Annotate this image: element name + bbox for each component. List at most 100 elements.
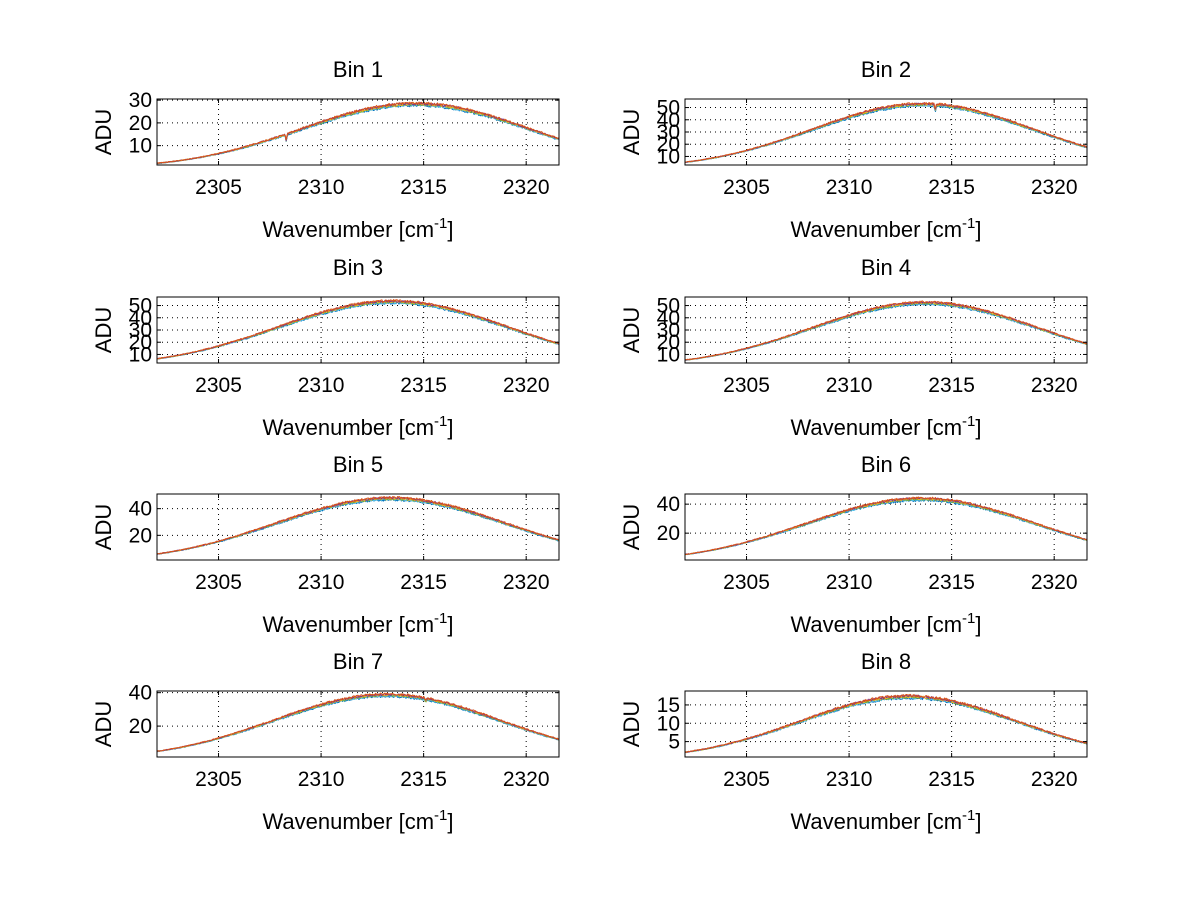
y-tick-label: 50 [657, 295, 680, 318]
x-axis-label: Wavenumber [cm-1] [262, 610, 453, 637]
y-tick-label: 30 [657, 121, 680, 144]
x-tick-label: 2305 [723, 768, 770, 791]
series-line-6 [156, 692, 560, 752]
axes-frame [156, 98, 560, 166]
subplot-title: Bin 3 [333, 255, 383, 280]
y-tick-label: 20 [129, 524, 152, 547]
x-tick-label: 2305 [195, 176, 242, 199]
y-tick-label: 30 [657, 319, 680, 342]
y-tick-label: 30 [129, 319, 152, 342]
x-axis-label-main: Wavenumber [cm [790, 415, 962, 440]
y-tick-label: 10 [657, 712, 680, 735]
series-line-6 [156, 101, 560, 164]
x-tick-label: 2310 [826, 571, 873, 594]
y-tick-label: 40 [657, 109, 680, 132]
y-tick-label: 30 [129, 89, 152, 112]
x-axis-label-main: Wavenumber [cm [262, 217, 434, 242]
subplot-bin-7: 2305 2310 2315 2320 20 40 Bin 7 Wavenumber [cm-… [91, 649, 560, 834]
x-axis-label-end: ] [447, 809, 453, 834]
y-tick-label: 10 [657, 343, 680, 366]
y-tick-label: 40 [657, 493, 680, 516]
x-axis-label-superscript: -1 [434, 807, 447, 824]
x-tick-label: 2305 [195, 374, 242, 397]
x-tick-label: 2305 [723, 176, 770, 199]
x-tick-label: 2310 [298, 176, 345, 199]
x-tick-label: 2305 [195, 571, 242, 594]
subplot-bin-6: 2305 2310 2315 2320 20 40 Bin 6 Wavenumber [cm-… [619, 452, 1088, 637]
y-tick-label: 10 [129, 343, 152, 366]
x-tick-label: 2320 [1031, 768, 1078, 791]
y-tick-label: 20 [129, 112, 152, 135]
x-tick-label: 2310 [298, 374, 345, 397]
y-axis-label: ADU [619, 504, 644, 550]
x-tick-label: 2320 [1031, 374, 1078, 397]
y-tick-label: 50 [657, 97, 680, 120]
axes-frame [156, 690, 560, 758]
y-axis-label: ADU [91, 307, 116, 353]
x-tick-label: 2320 [503, 176, 550, 199]
x-tick-label: 2315 [928, 176, 975, 199]
axes-border [684, 493, 1088, 561]
x-axis-label-main: Wavenumber [cm [262, 415, 434, 440]
x-axis-label-main: Wavenumber [cm [790, 809, 962, 834]
y-tick-label: 40 [657, 307, 680, 330]
axes-frame [156, 493, 560, 561]
axes-frame [684, 690, 1088, 758]
y-tick-label: 20 [129, 715, 152, 738]
x-axis-label: Wavenumber [cm-1] [790, 215, 981, 242]
y-tick-label: 40 [129, 682, 152, 705]
x-tick-label: 2315 [400, 176, 447, 199]
y-axis-label: ADU [91, 701, 116, 747]
y-tick-label: 50 [129, 295, 152, 318]
y-axis-label: ADU [619, 701, 644, 747]
subplot-title: Bin 2 [861, 57, 911, 82]
x-tick-label: 2320 [503, 374, 550, 397]
x-axis-label-main: Wavenumber [cm [790, 612, 962, 637]
x-tick-label: 2315 [400, 768, 447, 791]
series-line-6 [684, 496, 1088, 555]
x-tick-label: 2320 [503, 768, 550, 791]
x-axis-label: Wavenumber [cm-1] [790, 413, 981, 440]
x-axis-label-superscript: -1 [962, 413, 975, 430]
y-axis-label: ADU [619, 109, 644, 155]
x-axis-label-superscript: -1 [434, 610, 447, 627]
x-axis-label-superscript: -1 [434, 413, 447, 430]
subplot-title: Bin 4 [861, 255, 911, 280]
y-tick-label: 20 [129, 331, 152, 354]
y-tick-label: 5 [668, 731, 680, 754]
x-tick-label: 2305 [723, 571, 770, 594]
subplot-bin-5: 2305 2310 2315 2320 20 40 Bin 5 Wavenumber [cm-… [91, 452, 560, 637]
series-line-6 [684, 693, 1088, 753]
y-tick-label: 20 [657, 522, 680, 545]
x-tick-label: 2320 [1031, 571, 1078, 594]
series-line-6 [156, 495, 560, 555]
x-tick-label: 2310 [298, 768, 345, 791]
y-axis-label: ADU [91, 504, 116, 550]
x-tick-label: 2315 [928, 768, 975, 791]
y-tick-label: 20 [657, 133, 680, 156]
x-axis-label: Wavenumber [cm-1] [790, 807, 981, 834]
x-axis-label-end: ] [975, 612, 981, 637]
x-tick-label: 2315 [928, 374, 975, 397]
axes-border [684, 690, 1088, 758]
x-axis-label-main: Wavenumber [cm [262, 612, 434, 637]
axes-frame [684, 493, 1088, 561]
series-line-6 [156, 299, 560, 360]
subplot-title: Bin 8 [861, 649, 911, 674]
x-tick-label: 2310 [826, 374, 873, 397]
y-axis-label: ADU [619, 307, 644, 353]
y-tick-label: 40 [129, 498, 152, 521]
x-tick-label: 2310 [298, 571, 345, 594]
x-axis-label-superscript: -1 [962, 610, 975, 627]
x-axis-label-main: Wavenumber [cm [262, 809, 434, 834]
series-line-6 [684, 101, 1088, 163]
x-tick-label: 2305 [723, 374, 770, 397]
x-axis-label-superscript: -1 [962, 807, 975, 824]
y-tick-label: 15 [657, 694, 680, 717]
y-axis-label: ADU [91, 109, 116, 155]
